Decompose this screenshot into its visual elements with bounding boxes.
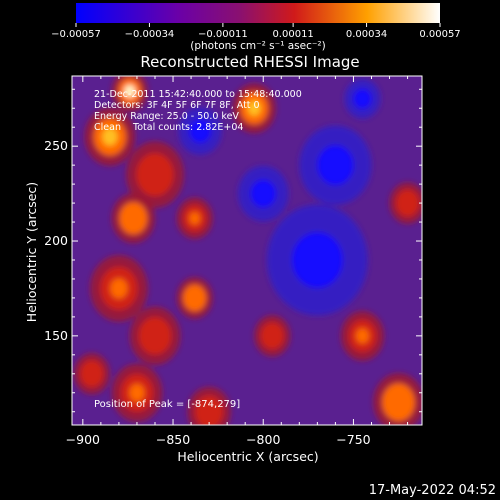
annotation-energy-range: Energy Range: 25.0 - 50.0 keV: [94, 111, 239, 122]
hot-region-core: [86, 367, 98, 381]
colorbar-ticks: −0.00057 −0.00034 −0.00011 0.00011 0.00034 0.…: [51, 23, 461, 40]
heatmap-area: [72, 76, 422, 425]
x-axis-label: Heliocentric X (arcsec): [177, 449, 318, 464]
hot-region-core: [146, 164, 164, 185]
annotation-detectors: Detectors: 3F 4F 5F 6F 7F 8F, Att 0: [94, 100, 260, 111]
hot-region-core: [189, 211, 201, 225]
hot-region-core: [102, 127, 118, 146]
x-tick-label: −750: [336, 432, 370, 447]
hot-region-core: [189, 291, 201, 305]
hot-region-core: [202, 404, 216, 420]
annotation-counts: Clean Total counts: 2.82E+04: [94, 122, 243, 133]
y-tick-label: 250: [44, 138, 68, 153]
y-axis-label: Heliocentric Y (arcsec): [24, 182, 39, 322]
colorbar-tick-label: −0.00034: [125, 29, 175, 40]
annotation-time-range: 21-Dec-2011 15:42:40.000 to 15:48:40.000: [94, 89, 302, 100]
peak-position-label: Position of Peak = [-874,279]: [94, 399, 240, 410]
colorbar-tick-label: −0.00011: [198, 29, 248, 40]
hot-region-core: [124, 84, 136, 98]
cold-core: [250, 179, 276, 208]
x-tick-label: −800: [246, 432, 280, 447]
colorbar: [76, 3, 440, 23]
colorbar-tick-label: 0.00034: [346, 29, 387, 40]
hot-region-core: [129, 383, 145, 402]
y-tick-label: 200: [44, 233, 68, 248]
hot-region-core: [390, 393, 407, 412]
cold-core: [292, 232, 343, 288]
render-timestamp: 17-May-2022 04:52: [369, 483, 496, 498]
x-axis-ticks: −900 −850 −800 −750: [66, 76, 409, 447]
hot-region-core: [402, 196, 413, 210]
hot-region-core: [355, 328, 369, 344]
y-tick-label: 150: [44, 328, 68, 343]
hot-region-core: [147, 327, 163, 345]
y-axis-ticks: 150 200 250: [44, 88, 422, 413]
hot-region-core: [247, 100, 261, 116]
colorbar-tick-label: 0.00057: [419, 29, 460, 40]
colorbar-tick-label: −0.00057: [51, 29, 101, 40]
cold-core: [317, 145, 354, 185]
chart-title: Reconstructed RHESSI Image: [140, 53, 359, 71]
colorbar-unit-label: (photons cm⁻² s⁻¹ asec⁻²): [190, 40, 325, 52]
x-tick-label: −900: [66, 432, 100, 447]
hot-region-core: [126, 210, 140, 226]
plot-frame: [71, 75, 423, 426]
cold-core: [353, 88, 372, 109]
hot-region-core: [110, 278, 128, 299]
x-tick-label: −850: [156, 432, 190, 447]
cold-core: [189, 119, 211, 143]
colorbar-tick-label: 0.00011: [272, 29, 313, 40]
hot-region-core: [266, 329, 278, 343]
